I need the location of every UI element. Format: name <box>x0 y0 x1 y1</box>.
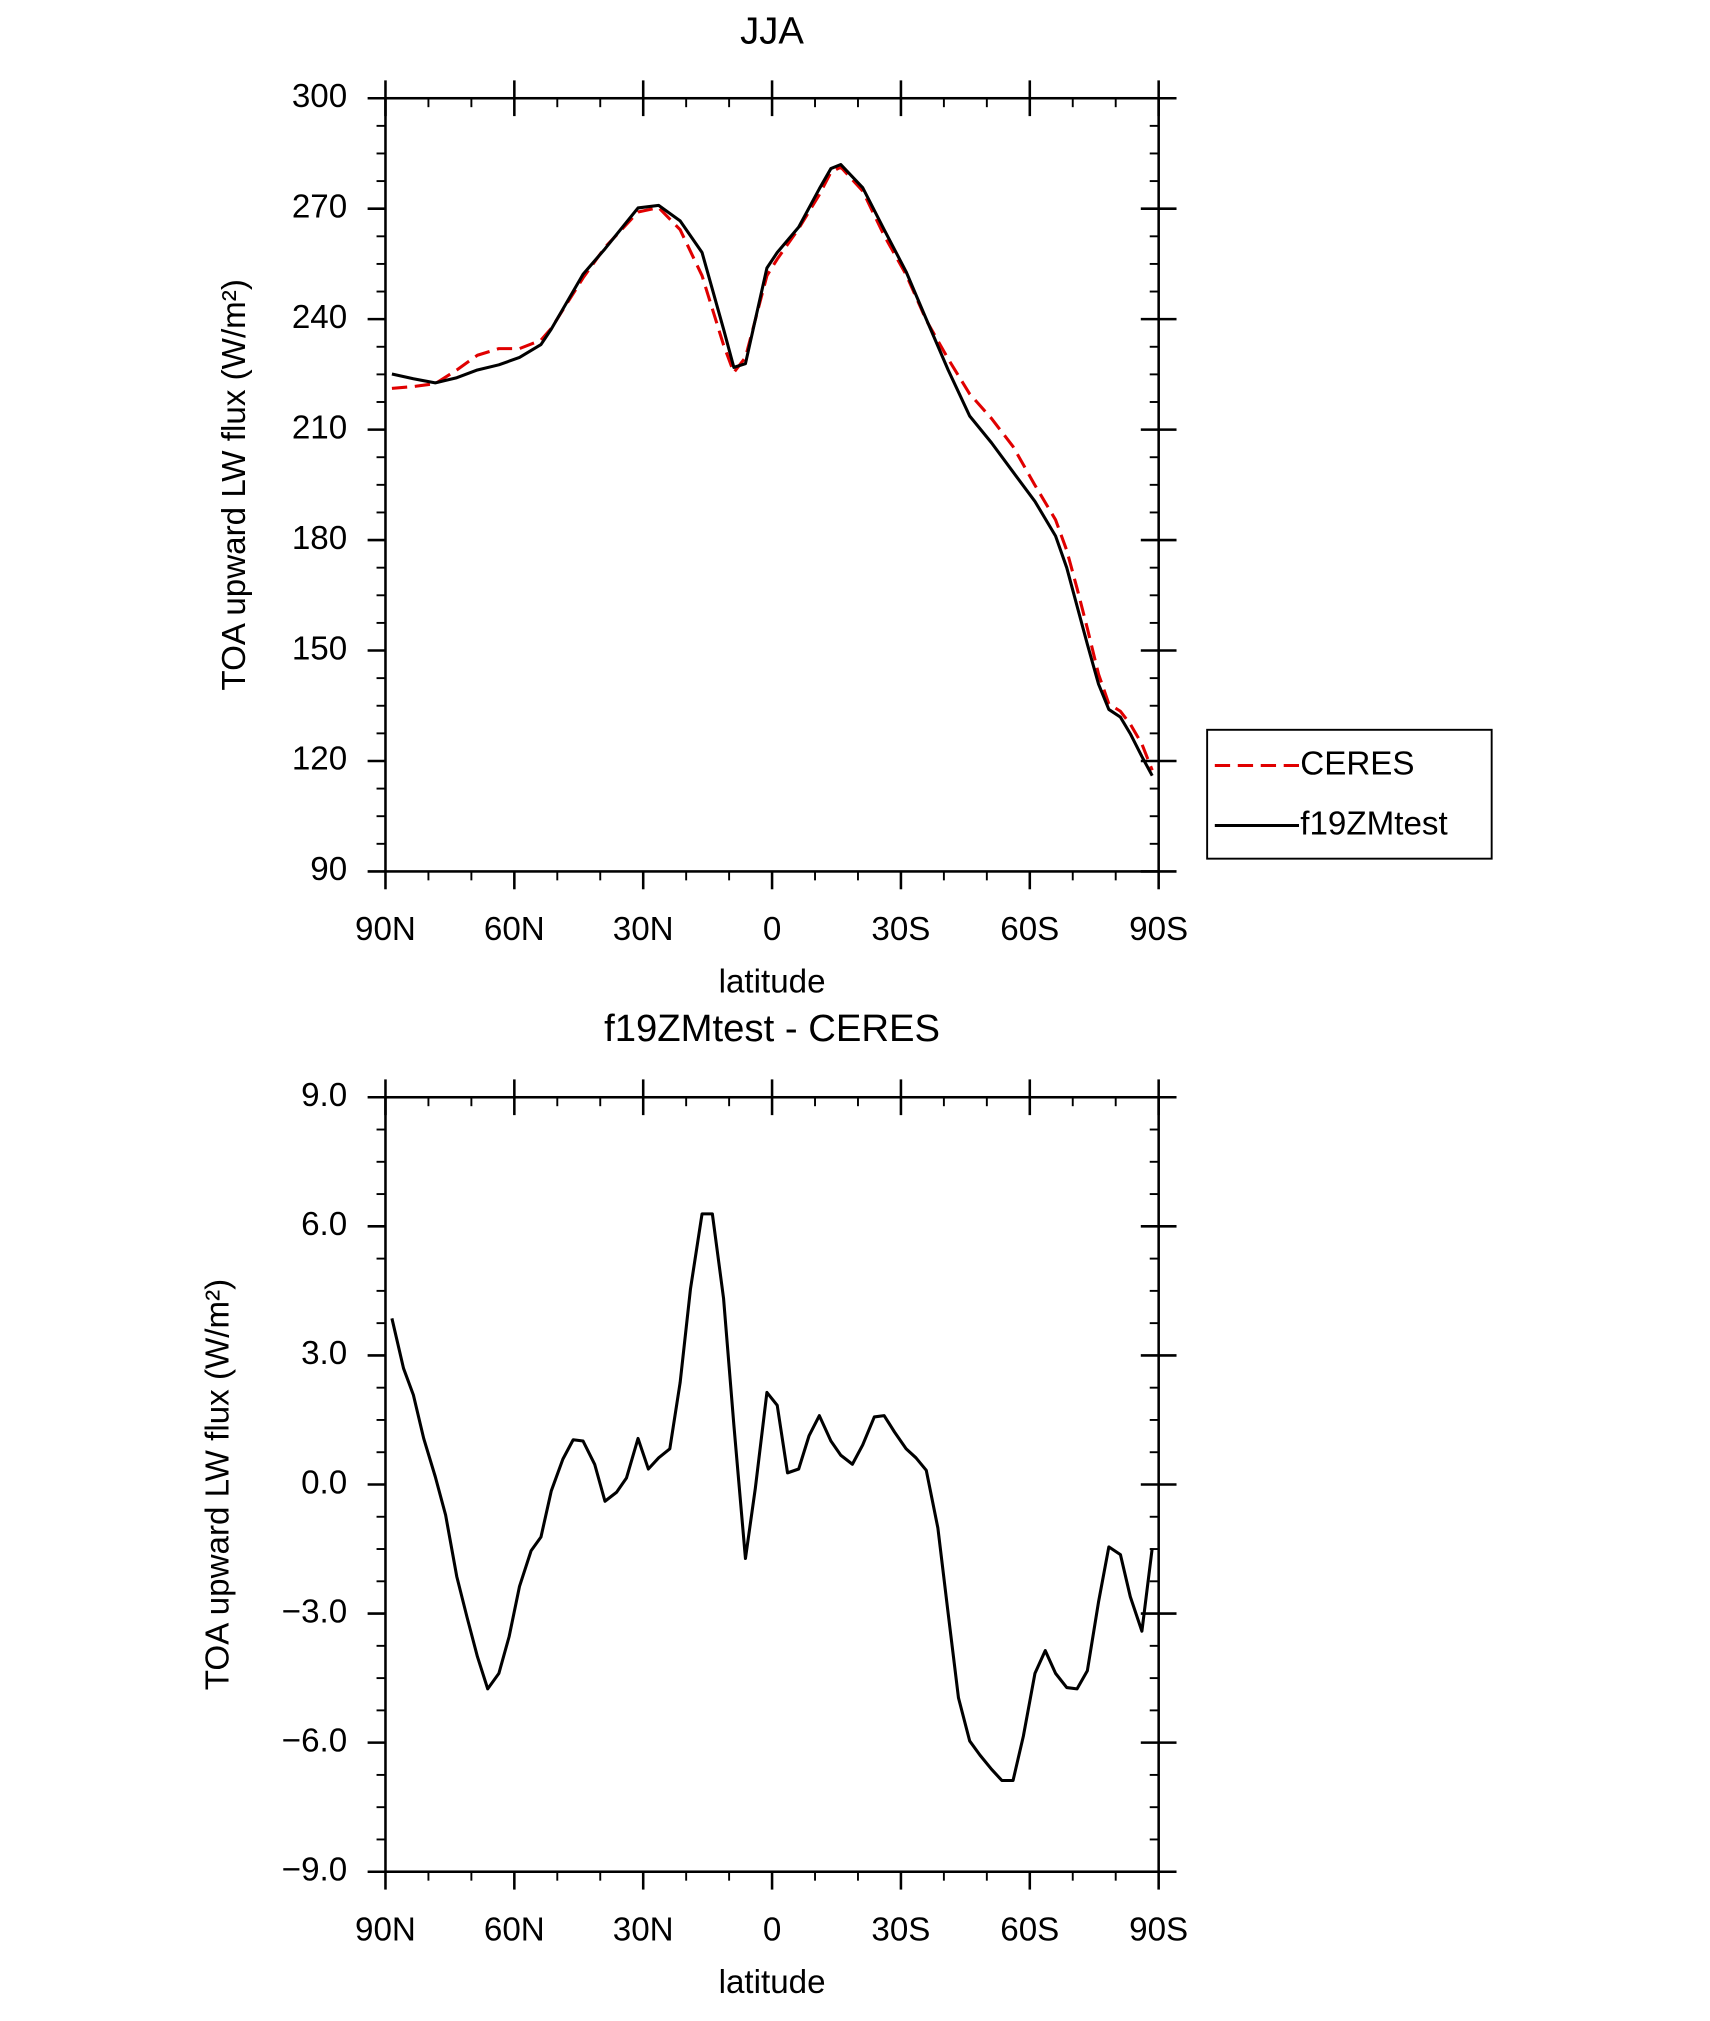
x-tick-label: 90N <box>355 911 416 948</box>
x-tick-label: 30N <box>613 911 674 948</box>
y-tick-label: −3.0 <box>282 1593 347 1630</box>
legend-box <box>1206 728 1493 860</box>
y-tick-label: 90 <box>310 851 347 888</box>
y-tick-label: 210 <box>292 409 347 446</box>
y-tick-label: −6.0 <box>282 1722 347 1759</box>
y-tick-label: 300 <box>292 78 347 115</box>
x-tick-label: 90S <box>1129 1911 1188 1948</box>
plot-frame <box>384 1095 1160 1873</box>
plot-frame <box>384 96 1160 873</box>
x-tick-label: 60S <box>1000 1911 1059 1948</box>
x-tick-label: 90S <box>1129 911 1188 948</box>
x-tick-label: 60S <box>1000 911 1059 948</box>
series-line <box>391 165 1154 771</box>
y-axis-label: TOA upward LW flux (W/m²) <box>199 1279 236 1690</box>
y-tick-label: 150 <box>292 630 347 667</box>
y-tick-label: 270 <box>292 188 347 225</box>
x-tick-label: 0 <box>763 911 781 948</box>
x-tick-label: 30S <box>871 911 930 948</box>
x-tick-label: 30S <box>871 1911 930 1948</box>
chart-title: f19ZMtest - CERES <box>604 1007 940 1050</box>
x-tick-label: 0 <box>763 1911 781 1948</box>
x-tick-label: 60N <box>484 911 545 948</box>
y-tick-label: 0.0 <box>301 1464 347 1501</box>
x-axis-label: latitude <box>719 1964 826 2001</box>
y-tick-label: 6.0 <box>301 1206 347 1243</box>
legend-label: CERES <box>1300 745 1414 782</box>
y-tick-label: 120 <box>292 741 347 778</box>
x-axis-label: latitude <box>719 963 826 1000</box>
series-line <box>390 1212 1154 1783</box>
series-line <box>391 162 1154 777</box>
x-tick-label: 90N <box>355 1911 416 1948</box>
y-tick-label: 3.0 <box>301 1335 347 1372</box>
y-tick-label: −9.0 <box>282 1851 347 1888</box>
y-tick-label: 9.0 <box>301 1077 347 1114</box>
y-tick-label: 240 <box>292 299 347 336</box>
y-tick-label: 180 <box>292 520 347 557</box>
y-axis-label: TOA upward LW flux (W/m²) <box>216 279 253 690</box>
x-tick-label: 60N <box>484 1911 545 1948</box>
x-tick-label: 30N <box>613 1911 674 1948</box>
chart-title: JJA <box>740 9 804 52</box>
legend-label: f19ZMtest <box>1300 805 1447 842</box>
